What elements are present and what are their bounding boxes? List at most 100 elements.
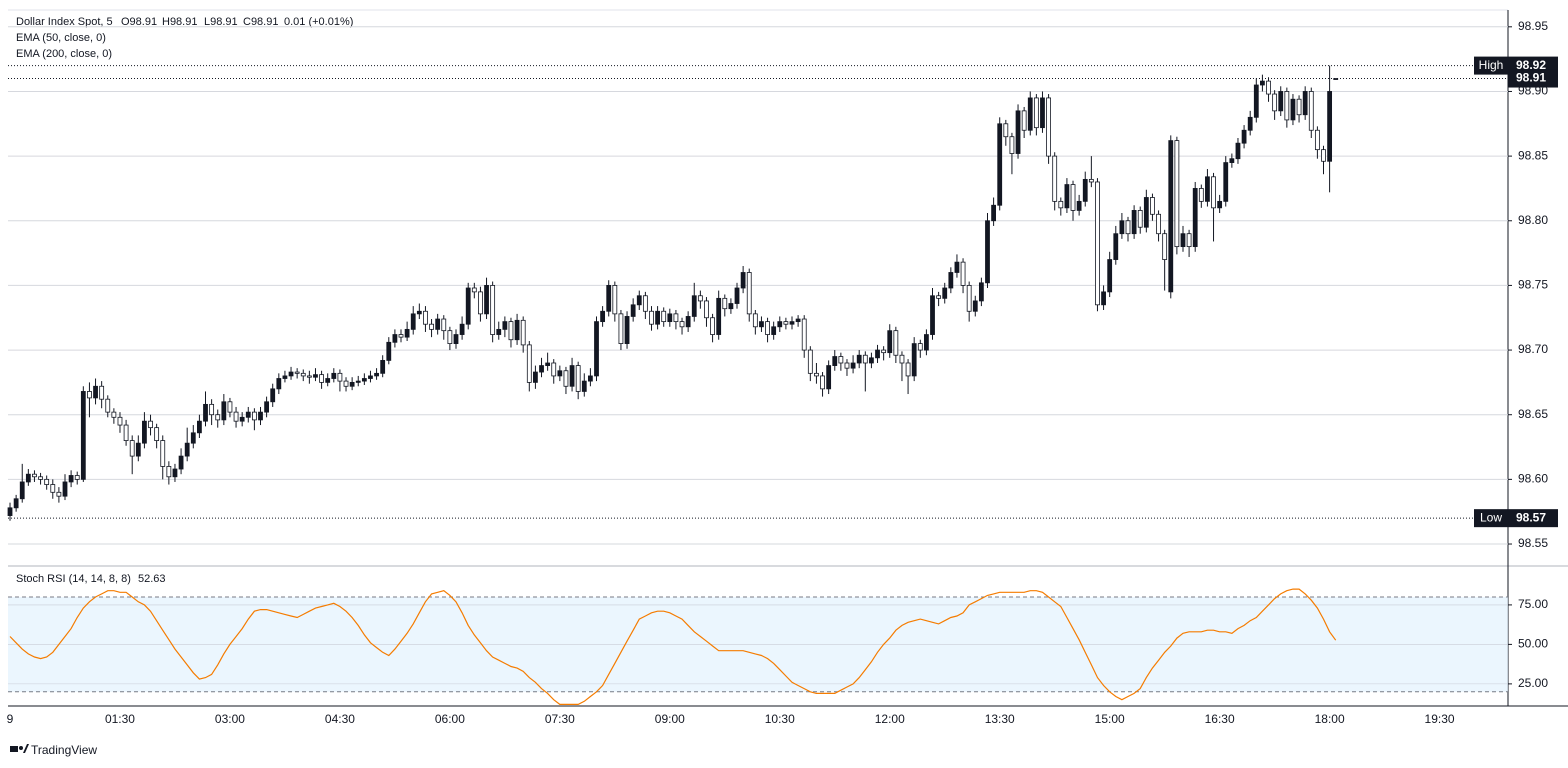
candle-body bbox=[924, 334, 929, 351]
candle-body bbox=[410, 313, 416, 330]
candle-body bbox=[899, 354, 905, 364]
candle-body bbox=[1027, 97, 1033, 131]
candle-body bbox=[38, 476, 43, 480]
candle-body bbox=[1272, 93, 1278, 112]
candle-body bbox=[881, 349, 887, 354]
candle-body bbox=[1205, 176, 1210, 202]
candle-body bbox=[966, 285, 972, 312]
candle-body bbox=[930, 295, 935, 335]
marker-label-box bbox=[1474, 509, 1508, 528]
candle-body bbox=[985, 220, 990, 284]
candle-body bbox=[264, 401, 270, 413]
x-tick-label: 19:30 bbox=[1425, 712, 1455, 726]
candle-body bbox=[575, 365, 581, 392]
candle-body bbox=[233, 411, 239, 422]
candle-body bbox=[343, 380, 349, 387]
candle-body bbox=[905, 362, 911, 377]
candle-body bbox=[777, 321, 783, 328]
x-tick-label: 06:00 bbox=[435, 712, 465, 726]
candle-body bbox=[294, 371, 300, 374]
candle-body bbox=[1162, 233, 1168, 260]
candle-body bbox=[325, 378, 331, 383]
candle-body bbox=[667, 313, 673, 323]
candle-body bbox=[361, 378, 367, 382]
x-tick-label: 15:00 bbox=[1095, 712, 1125, 726]
candle-body bbox=[1241, 129, 1247, 144]
candle-body bbox=[514, 319, 520, 341]
candle-body bbox=[887, 330, 893, 354]
candle-body bbox=[691, 295, 697, 317]
candle-body bbox=[1186, 233, 1192, 248]
candle-body bbox=[862, 354, 868, 364]
candle-body bbox=[416, 310, 422, 315]
candle-body bbox=[386, 341, 392, 361]
candle-body bbox=[1070, 184, 1076, 211]
candle-body bbox=[1009, 136, 1015, 154]
candle-body bbox=[496, 328, 502, 335]
candle-body bbox=[1198, 188, 1204, 202]
candle-body bbox=[337, 372, 343, 382]
y-tick-label: 98.80 bbox=[1518, 213, 1548, 227]
marker-value: 98.57 bbox=[1516, 510, 1546, 524]
marker-label: High bbox=[1479, 58, 1504, 72]
candle-body bbox=[997, 123, 1003, 206]
candle-body bbox=[478, 291, 483, 315]
candle-body bbox=[1040, 97, 1045, 129]
candle-body bbox=[459, 323, 465, 335]
candle-body bbox=[7, 507, 13, 516]
candle-body bbox=[1088, 178, 1094, 183]
candle-body bbox=[178, 455, 184, 470]
candle-body bbox=[704, 300, 709, 319]
logo bbox=[10, 744, 29, 753]
candle-body bbox=[282, 375, 288, 379]
ohlc: L98.91 bbox=[204, 16, 238, 28]
candle-body bbox=[270, 388, 276, 403]
candle-body bbox=[68, 475, 74, 483]
study: EMA (50, close, 0) bbox=[16, 32, 106, 44]
candle-body bbox=[1217, 200, 1223, 209]
candle-body bbox=[13, 498, 19, 509]
candle-body bbox=[734, 287, 740, 304]
x-tick-label: 18:00 bbox=[1315, 712, 1345, 726]
candle-body bbox=[1113, 233, 1119, 260]
candle-body bbox=[245, 411, 251, 418]
candle-body bbox=[331, 372, 337, 379]
candle-body bbox=[380, 360, 386, 374]
candle-body bbox=[1296, 98, 1302, 116]
candle-body bbox=[508, 321, 514, 341]
candle-body bbox=[1137, 210, 1143, 228]
y-tick-label: 98.95 bbox=[1518, 19, 1548, 33]
candle-body bbox=[1260, 80, 1265, 86]
candle-body bbox=[1131, 210, 1137, 235]
x-tick-label: 13:30 bbox=[985, 712, 1015, 726]
candle-body bbox=[752, 313, 758, 328]
candle-body bbox=[1021, 110, 1027, 131]
candle-body bbox=[502, 321, 508, 330]
candle-body bbox=[160, 440, 166, 467]
candle-body bbox=[215, 414, 221, 421]
candle-body bbox=[1290, 98, 1296, 121]
candle-body bbox=[649, 310, 654, 325]
candle-body bbox=[32, 473, 37, 478]
candle-body bbox=[74, 475, 80, 480]
candle-body bbox=[1278, 91, 1284, 112]
candle-body bbox=[685, 316, 691, 328]
candle-body bbox=[838, 356, 844, 364]
candle-body bbox=[716, 297, 722, 335]
candle-body bbox=[1156, 213, 1161, 235]
candle-body bbox=[129, 440, 135, 457]
candle-body bbox=[1150, 197, 1155, 215]
candle-body bbox=[56, 491, 62, 497]
study: EMA (200, close, 0) bbox=[16, 48, 112, 60]
candle-body bbox=[642, 295, 648, 312]
candle-body bbox=[594, 321, 599, 377]
candle-body bbox=[1284, 91, 1290, 121]
candle-body bbox=[759, 321, 764, 328]
marker-value: 98.91 bbox=[1516, 71, 1546, 85]
candle-body bbox=[1266, 80, 1271, 95]
candle-body bbox=[1076, 200, 1082, 211]
candle-body bbox=[447, 330, 453, 345]
candle-body bbox=[557, 370, 563, 377]
candle-body bbox=[99, 385, 105, 400]
indicator-value: 52.63 bbox=[138, 573, 166, 585]
